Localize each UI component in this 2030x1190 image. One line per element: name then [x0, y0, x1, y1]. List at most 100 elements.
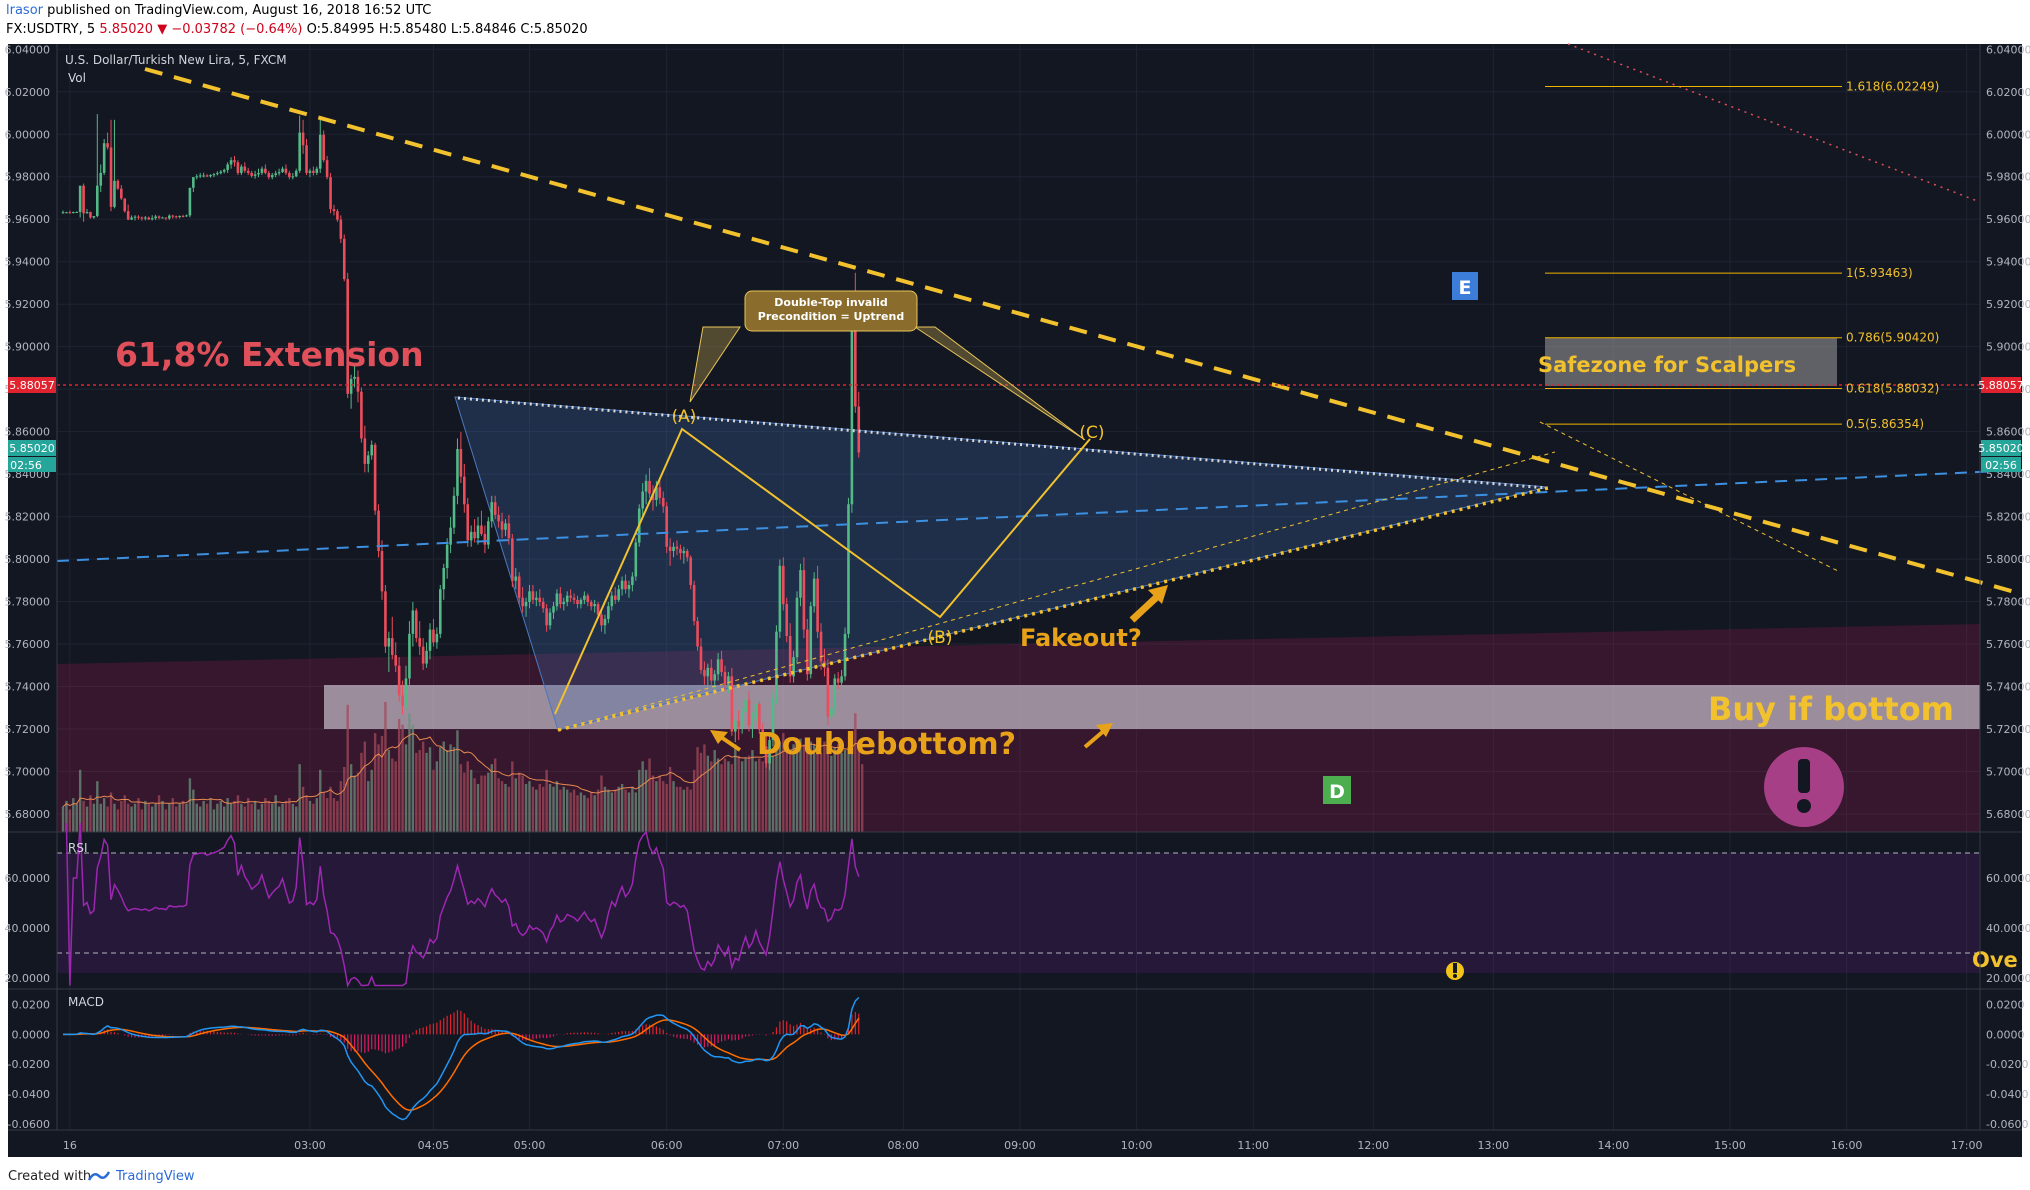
volume-bar [312, 803, 315, 832]
fib-level-label: 1.618(6.02249) [1846, 80, 1939, 94]
macd-tick: 0.0200 [1986, 998, 2025, 1011]
candle-body [284, 168, 288, 173]
volume-bar [212, 809, 216, 832]
price-tick-left: 6.02000 [5, 86, 51, 99]
marker-d[interactable]: D [1323, 776, 1351, 804]
volume-bar [120, 800, 123, 832]
macd-tick: -0.0600 [8, 1118, 50, 1131]
candle-body [679, 548, 682, 554]
candle-body [682, 550, 686, 554]
doublebottom-arrow-left [710, 730, 742, 752]
volume-bar [542, 786, 545, 832]
annotations: 61,8% Extension Double-Top invalid Preco… [65, 53, 1954, 827]
signal-line [63, 1017, 860, 1111]
volume-bar [538, 783, 541, 832]
candle-body [593, 604, 596, 607]
time-axis[interactable]: 16 03:00 04:05 05:00 06:00 07:00 08:00 09:00 10:… [63, 1139, 2030, 1152]
candle-body [305, 145, 308, 173]
volume-bar [795, 747, 799, 832]
volume-bar [271, 803, 274, 832]
candle-body [579, 599, 583, 605]
lower-triangle-edge[interactable] [557, 486, 1549, 732]
volume-bar [655, 781, 658, 832]
candle-body [782, 565, 785, 605]
candle-body [771, 697, 775, 741]
volume-bar [847, 747, 850, 832]
candle-body [528, 591, 531, 602]
candle-body [439, 589, 442, 634]
candle-body [490, 502, 494, 522]
candle-body [270, 175, 274, 178]
candle-body [672, 546, 675, 551]
volume-bar [322, 792, 325, 832]
candle-body [627, 584, 631, 590]
abc-wave-path[interactable] [554, 427, 1091, 715]
candle-body [483, 534, 487, 545]
candle-body [65, 212, 68, 214]
candle-body [390, 638, 394, 656]
candle-body [559, 593, 562, 605]
tradingview-link[interactable]: TradingView [116, 1169, 195, 1184]
price-tick-right: 6.02000 [1986, 86, 2030, 99]
volume-bar [356, 772, 360, 832]
candle-body [830, 708, 833, 717]
candle-body [154, 216, 157, 219]
volume-bar [113, 803, 116, 832]
candle-body [565, 595, 569, 602]
tradingview-logo-icon [88, 1171, 110, 1181]
quote-line: FX:USDTRY, 5 5.85020 ▼ −0.03782 (−0.64%)… [6, 22, 588, 37]
volume-bar [699, 752, 703, 832]
candle-body [89, 212, 92, 218]
trading-chart[interactable]: 1.618(6.02249) 1(5.93463) 0.786(5.90420) 0.… [0, 42, 2030, 1160]
price-tick-left: 5.98000 [5, 171, 51, 184]
double-top-callout[interactable]: Double-Top invalid Precondition = Uptren… [689, 290, 1086, 441]
rsi-tick: 60.0000 [5, 872, 51, 885]
candle-body [209, 175, 212, 177]
volume-bar [675, 786, 679, 832]
upper-triangle-edge[interactable] [457, 396, 1548, 490]
volume-ma-line [62, 732, 863, 807]
volume-bar [720, 764, 723, 832]
time-tick: 09:00 [1004, 1139, 1036, 1152]
volume-bar [799, 738, 802, 832]
candle-body [96, 185, 99, 217]
time-tick: 07:00 [767, 1139, 799, 1152]
marker-e[interactable]: E [1452, 272, 1478, 300]
volume-bar [754, 761, 758, 832]
candle-body [648, 480, 651, 494]
volume-bar [614, 789, 617, 832]
doublebottom-arrow-right [1083, 723, 1113, 749]
candle-body [137, 216, 140, 218]
main-downtrend-line[interactable] [144, 67, 2023, 596]
candle-body [507, 523, 511, 539]
candle-body [603, 618, 607, 626]
safezone-label: Safezone for Scalpers [1538, 353, 1796, 377]
volume-bar [277, 806, 281, 832]
candle-body [555, 593, 559, 607]
volume-bars [61, 702, 864, 832]
volume-bar [548, 783, 552, 832]
candle-body [185, 215, 188, 217]
price-axis-right[interactable]: 6.04000 6.02000 6.00000 5.98000 5.96000 5.940… [1986, 43, 2030, 821]
candle-body [713, 674, 716, 681]
blue-midline[interactable] [56, 469, 2023, 562]
volume-bar [552, 786, 555, 832]
candle-body [833, 678, 837, 709]
time-tick: 05:00 [514, 1139, 546, 1152]
candle-body [219, 171, 223, 174]
volume-bar [469, 769, 473, 832]
price-tick-left: 5.78000 [5, 596, 51, 609]
candle-body [531, 591, 535, 600]
author-link[interactable]: lrasor [6, 3, 43, 18]
volume-bar [192, 789, 195, 832]
candle-body [716, 659, 720, 675]
candle-body [785, 604, 789, 636]
volume-bar [240, 803, 243, 832]
volume-bar [809, 741, 812, 832]
volume-bar [710, 761, 713, 832]
candle-body [572, 597, 576, 600]
candle-body [661, 497, 665, 507]
candle-body [363, 438, 367, 464]
candle-body [298, 132, 301, 171]
volume-bar [387, 750, 391, 832]
